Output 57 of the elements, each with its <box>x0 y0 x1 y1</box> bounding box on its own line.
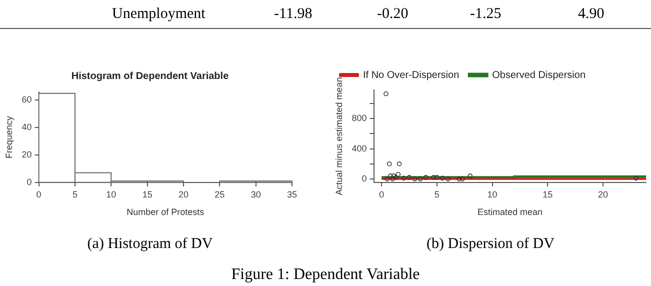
point <box>396 172 401 177</box>
point <box>460 176 465 182</box>
chart-title: Histogram of Dependent Variable <box>71 70 230 82</box>
x-tick-label: 20 <box>598 189 608 200</box>
text: -0.20 <box>377 6 408 23</box>
x-tick-label: 5 <box>72 189 78 200</box>
point <box>384 91 388 96</box>
text: 4.90 <box>578 6 604 23</box>
point <box>446 176 450 182</box>
point <box>388 174 393 178</box>
point <box>468 174 473 178</box>
x-tick-label: 35 <box>286 189 297 200</box>
x-tick-label: 5 <box>434 189 440 200</box>
y-tick-label: 60 <box>22 94 32 105</box>
text: -1.25 <box>470 6 502 23</box>
caption: Figure 1: Dependent Variable <box>231 266 420 283</box>
x-tick-label: 10 <box>487 189 498 200</box>
x-tick-label: 0 <box>36 189 42 200</box>
text: Unemployment <box>112 6 206 23</box>
point <box>634 176 639 181</box>
x-tick-label: 30 <box>250 189 261 200</box>
point <box>390 176 396 182</box>
x-tick-label: 15 <box>542 189 553 200</box>
x-tick-label: 10 <box>106 189 116 200</box>
text: (a) Histogram of DV <box>86 236 214 253</box>
x-tick-label: 0 <box>379 189 384 200</box>
point <box>440 176 445 181</box>
point <box>456 176 462 182</box>
point <box>391 174 396 178</box>
y-tick-label: 0 <box>26 176 32 187</box>
legend-label: Observed Dispersion <box>492 70 586 81</box>
point <box>386 161 392 166</box>
y-axis-title: Frequency <box>4 115 14 158</box>
y-tick-label: 800 <box>352 113 367 124</box>
legend-label: If No Over-Dispersion <box>363 70 460 81</box>
x-tick-label: 20 <box>178 189 188 200</box>
x-axis-title: Estimated mean <box>477 207 543 218</box>
x-tick-label: 25 <box>214 189 225 200</box>
y-tick-label: 400 <box>352 143 367 154</box>
point <box>423 175 428 180</box>
point <box>434 175 440 180</box>
x-axis-title: Number of Protests <box>126 207 205 218</box>
point <box>384 176 390 182</box>
point <box>394 175 398 180</box>
point <box>396 161 402 166</box>
text: -11.98 <box>274 6 312 23</box>
point <box>401 176 406 181</box>
point <box>412 176 418 182</box>
y-tick-label: 40 <box>22 122 32 132</box>
text: (b) Dispersion of DV <box>426 236 556 253</box>
y-tick-label: 20 <box>22 149 32 160</box>
y-axis-title: Actual minus estimated mean <box>334 77 344 196</box>
y-tick-label: 0 <box>362 173 367 184</box>
point <box>431 175 436 180</box>
point <box>418 176 423 182</box>
point <box>406 175 412 180</box>
x-tick-label: 15 <box>142 189 152 200</box>
